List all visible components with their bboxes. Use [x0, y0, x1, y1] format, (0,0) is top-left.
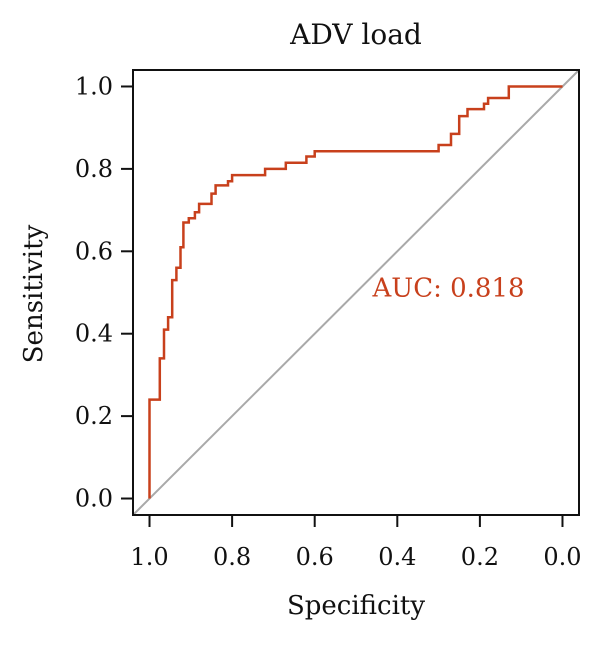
x-tick-label: 0.0	[543, 543, 581, 571]
x-tick-label: 0.8	[213, 543, 251, 571]
auc-annotation: AUC: 0.818	[372, 274, 525, 304]
x-axis-title: Specificity	[287, 591, 425, 621]
y-tick-label: 0.2	[75, 402, 113, 430]
y-tick-label: 1.0	[75, 72, 113, 100]
y-tick-label: 0.0	[75, 485, 113, 513]
x-tick-label: 1.0	[130, 543, 168, 571]
x-tick-label: 0.2	[461, 543, 499, 571]
x-tick-label: 0.4	[378, 543, 416, 571]
plot-frame	[132, 69, 580, 516]
y-axis: 0.0 0.2 0.4 0.6 0.8 1.0	[75, 72, 133, 513]
roc-curve-line	[148, 85, 563, 499]
y-tick-label: 0.8	[75, 155, 113, 183]
plot-area: AUC: 0.818	[132, 69, 580, 516]
y-tick-label: 0.4	[75, 320, 113, 348]
y-axis-title: Sensitivity	[19, 224, 49, 363]
reference-diagonal-line	[132, 69, 580, 516]
y-tick-label: 0.6	[75, 237, 113, 265]
chart-title: ADV load	[289, 18, 422, 51]
x-axis: 1.0 0.8 0.6 0.4 0.2 0.0	[130, 515, 582, 571]
x-tick-label: 0.6	[296, 543, 334, 571]
